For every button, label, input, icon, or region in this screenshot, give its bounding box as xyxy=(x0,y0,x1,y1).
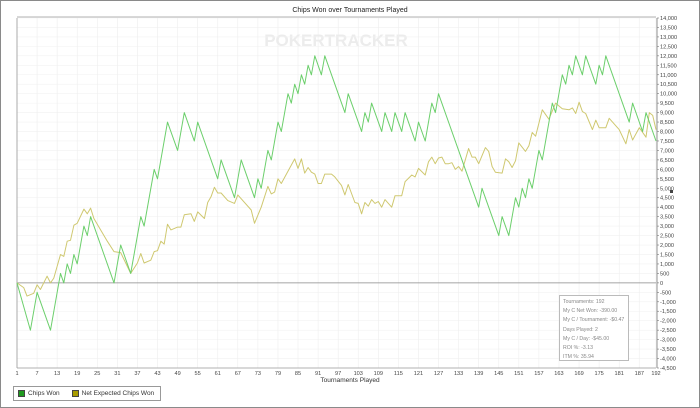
x-tick-label: 91 xyxy=(315,371,321,377)
y-tick-label: 12,500 xyxy=(660,44,677,50)
y-tick-label: -2,000 xyxy=(660,319,676,325)
stat-tournaments: Tournaments: 192 xyxy=(563,299,605,305)
x-tick-label: 49 xyxy=(174,371,180,377)
y-tick-label: 2,500 xyxy=(660,234,674,240)
y-tick-label: 11,000 xyxy=(660,73,677,79)
x-tick-label: 7 xyxy=(36,371,39,377)
y-tick-label: 9,500 xyxy=(660,101,674,107)
stat-days-played: Days Played: 2 xyxy=(563,326,598,333)
legend-swatch-net-expected xyxy=(71,390,79,397)
x-tick-label: 133 xyxy=(454,371,463,377)
y-tick-label: 7,000 xyxy=(660,148,674,154)
y-tick-label: -3,500 xyxy=(660,347,676,353)
series-line-net-expected xyxy=(16,101,657,297)
y-tick-label: -4,000 xyxy=(660,357,676,363)
y-tick-label: 2,000 xyxy=(660,243,674,249)
x-tick-label: 169 xyxy=(574,371,583,377)
legend-swatch-chips-won xyxy=(18,390,25,397)
x-tick-label: 109 xyxy=(374,371,383,377)
x-tick-label: 151 xyxy=(514,371,523,377)
y-tick-label: 1,500 xyxy=(660,252,674,258)
y-tick-label: 10,000 xyxy=(660,92,677,98)
y-tick-label: 5,000 xyxy=(660,186,674,192)
y-tick-label: 13,000 xyxy=(660,35,677,41)
x-tick-label: 73 xyxy=(255,371,261,377)
y-tick-label: 8,000 xyxy=(660,130,674,136)
x-tick-label: 139 xyxy=(474,371,483,377)
x-tick-label: 103 xyxy=(354,371,363,377)
y-tick-label: 5,500 xyxy=(660,177,674,183)
x-tick-label: 55 xyxy=(195,371,201,377)
legend-item-chips-won[interactable]: Chips Won xyxy=(18,390,60,397)
y-tick-label: -3,000 xyxy=(660,338,676,344)
x-tick-label: 85 xyxy=(295,371,301,377)
x-tick-label: 97 xyxy=(335,371,341,377)
y-tick-label: 4,500 xyxy=(660,196,674,202)
x-tick-label: 61 xyxy=(215,371,221,377)
x-tick-label: 25 xyxy=(94,371,100,377)
x-tick-label: 145 xyxy=(494,371,503,377)
legend-label: Net Expected Chips Won xyxy=(81,390,155,397)
x-tick-label: 37 xyxy=(134,371,140,377)
x-tick-label: 67 xyxy=(235,371,241,377)
y-tick-label: -1,000 xyxy=(660,300,676,306)
x-tick-label: 79 xyxy=(275,371,281,377)
x-tick-label: 181 xyxy=(615,371,624,377)
y-tick-label: 9,000 xyxy=(660,111,674,117)
resize-handle-icon[interactable] xyxy=(670,190,673,193)
x-axis-label: Tournaments Played xyxy=(320,377,380,384)
x-tick-label: 1 xyxy=(15,371,18,377)
y-tick-label: 13,500 xyxy=(660,25,677,31)
y-tick-label: 3,000 xyxy=(660,224,674,230)
stats-box: Tournaments: 192 My C Net Won: -390.00 M… xyxy=(559,295,629,361)
x-tick-label: 127 xyxy=(434,371,443,377)
y-tick-label: -2,500 xyxy=(660,328,676,334)
y-tick-label: -500 xyxy=(660,290,671,296)
x-tick-label: 31 xyxy=(114,371,120,377)
stat-per-day: My C / Day: -$45.00 xyxy=(563,335,610,342)
x-tick-label: 43 xyxy=(154,371,160,377)
y-tick-label: 8,500 xyxy=(660,120,674,126)
y-tick-label: -4,500 xyxy=(660,366,676,372)
stat-per-tournament: My C / Tournament: -$0.47 xyxy=(563,317,625,324)
x-tick-label: 13 xyxy=(54,371,60,377)
y-tick-label: 11,500 xyxy=(660,63,677,69)
y-tick-label: 6,000 xyxy=(660,167,674,173)
x-tick-label: 115 xyxy=(394,371,403,377)
chart-title: Chips Won over Tournaments Played xyxy=(292,7,408,14)
x-tick-label: 175 xyxy=(594,371,603,377)
stat-itm: ITM %: 35.94 xyxy=(563,354,594,361)
y-tick-label: 3,500 xyxy=(660,215,674,221)
stat-roi: ROI %: -3.13 xyxy=(563,345,593,352)
y-tick-label: 12,000 xyxy=(660,54,677,60)
legend: Chips Won Net Expected Chips Won xyxy=(13,386,162,401)
y-tick-label: -1,500 xyxy=(660,309,676,315)
series-line-chips-won xyxy=(16,55,657,331)
legend-item-net-expected[interactable]: Net Expected Chips Won xyxy=(71,390,155,397)
y-tick-label: 14,000 xyxy=(660,16,677,22)
x-tick-label: 187 xyxy=(635,371,644,377)
watermark-logo: POKERTRACKER xyxy=(264,31,408,50)
y-tick-label: 10,500 xyxy=(660,82,677,88)
y-tick-label: 4,000 xyxy=(660,205,674,211)
x-tick-label: 157 xyxy=(534,371,543,377)
x-tick-label: 121 xyxy=(414,371,423,377)
stat-net-won: My C Net Won: -390.00 xyxy=(563,308,618,315)
y-tick-label: 1,000 xyxy=(660,262,674,268)
legend-label: Chips Won xyxy=(28,390,60,397)
y-tick-label: 0 xyxy=(660,281,663,287)
x-tick-label: 192 xyxy=(651,371,660,377)
x-tick-label: 163 xyxy=(554,371,563,377)
y-tick-label: 500 xyxy=(660,271,669,277)
y-tick-label: 7,500 xyxy=(660,139,674,145)
y-tick-label: 6,500 xyxy=(660,158,674,164)
x-tick-label: 19 xyxy=(74,371,80,377)
